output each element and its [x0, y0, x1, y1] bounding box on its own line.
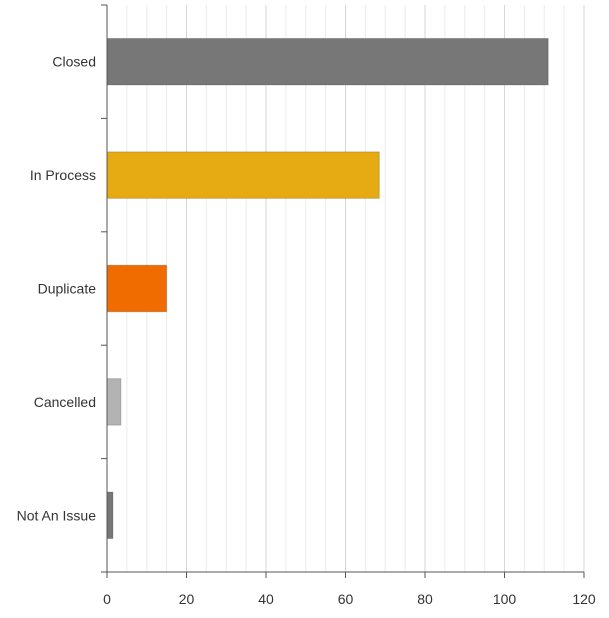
category-label: Not An Issue	[17, 507, 97, 523]
bars	[106, 37, 549, 540]
category-label: In Process	[30, 167, 96, 183]
x-tick-label: 60	[338, 591, 354, 607]
axes	[101, 4, 585, 578]
grid-lines	[126, 5, 585, 572]
tick-labels: Closed In Process Duplicate Cancelled Not An…	[17, 54, 596, 607]
x-tick-label: 80	[417, 591, 433, 607]
bar-in-process	[106, 151, 380, 199]
x-tick-label: 40	[258, 591, 274, 607]
category-label: Closed	[52, 54, 96, 70]
x-tick-label: 20	[179, 591, 195, 607]
bar-cancelled	[106, 378, 122, 426]
bar-duplicate	[106, 264, 168, 313]
x-tick-label: 0	[103, 591, 111, 607]
category-label: Cancelled	[34, 394, 96, 410]
x-tick-label: 120	[572, 591, 596, 607]
category-label: Duplicate	[38, 281, 97, 297]
x-tick-label: 100	[493, 591, 517, 607]
bar-not-an-issue	[106, 491, 114, 540]
bar-closed	[106, 37, 549, 86]
